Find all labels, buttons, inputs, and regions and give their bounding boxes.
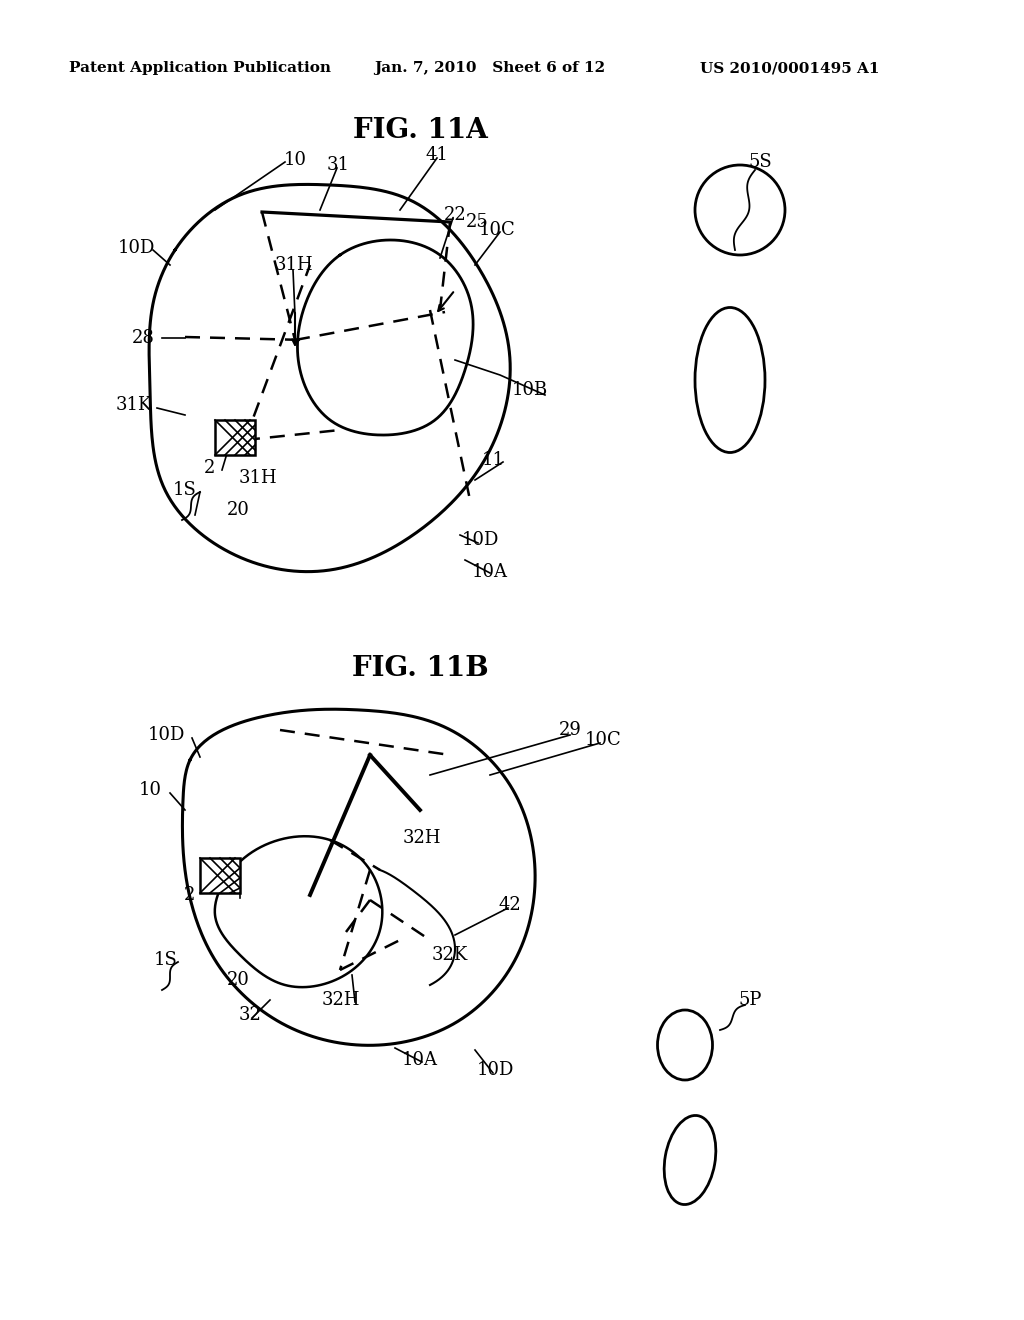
Text: 10D: 10D	[118, 239, 155, 257]
Text: 31K: 31K	[116, 396, 152, 414]
Text: 10C: 10C	[585, 731, 622, 748]
Text: 32K: 32K	[432, 946, 468, 964]
Text: 22: 22	[443, 206, 466, 224]
Bar	[200, 858, 240, 894]
Text: 28: 28	[132, 329, 155, 347]
Text: 20: 20	[226, 972, 250, 989]
Text: 1S: 1S	[173, 480, 197, 499]
Text: 10: 10	[139, 781, 162, 799]
Text: US 2010/0001495 A1: US 2010/0001495 A1	[700, 61, 880, 75]
Text: 32: 32	[239, 1006, 261, 1024]
Text: 31H: 31H	[274, 256, 313, 275]
Bar	[215, 420, 255, 455]
Text: Patent Application Publication: Patent Application Publication	[69, 61, 331, 75]
Text: 42: 42	[499, 896, 521, 913]
Text: 1S: 1S	[155, 950, 178, 969]
Text: 41: 41	[426, 147, 449, 164]
Text: 31: 31	[327, 156, 349, 174]
Text: 5S: 5S	[749, 153, 772, 172]
Text: 32H: 32H	[322, 991, 360, 1008]
Text: 10B: 10B	[512, 381, 548, 399]
Text: 10C: 10C	[478, 220, 515, 239]
Text: 10A: 10A	[472, 564, 508, 581]
Text: 25: 25	[466, 213, 488, 231]
Text: FIG. 11B: FIG. 11B	[351, 655, 488, 681]
Text: 10D: 10D	[147, 726, 185, 744]
Text: 10D: 10D	[476, 1061, 514, 1078]
Text: 10A: 10A	[402, 1051, 438, 1069]
Text: 10D: 10D	[462, 531, 499, 549]
Text: 5P: 5P	[738, 991, 762, 1008]
Text: 31H: 31H	[239, 469, 278, 487]
Text: FIG. 11A: FIG. 11A	[352, 116, 487, 144]
Text: 10: 10	[284, 150, 306, 169]
Text: 32H: 32H	[402, 829, 441, 847]
Text: 20: 20	[226, 502, 250, 519]
Text: 2: 2	[183, 886, 195, 904]
Text: 2: 2	[204, 459, 215, 477]
Text: 29: 29	[558, 721, 582, 739]
Text: Jan. 7, 2010   Sheet 6 of 12: Jan. 7, 2010 Sheet 6 of 12	[375, 61, 605, 75]
Text: 11: 11	[482, 451, 505, 469]
